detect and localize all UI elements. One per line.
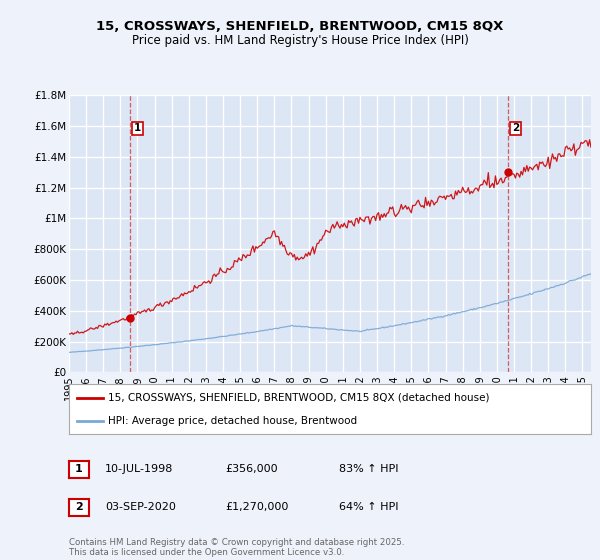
Text: 83% ↑ HPI: 83% ↑ HPI <box>339 464 398 474</box>
Text: 2: 2 <box>512 123 519 133</box>
Text: £1,270,000: £1,270,000 <box>225 502 289 512</box>
Text: 1: 1 <box>75 464 83 474</box>
Text: 1: 1 <box>134 123 141 133</box>
Text: 2: 2 <box>75 502 83 512</box>
Text: 10-JUL-1998: 10-JUL-1998 <box>105 464 173 474</box>
Text: 64% ↑ HPI: 64% ↑ HPI <box>339 502 398 512</box>
Text: HPI: Average price, detached house, Brentwood: HPI: Average price, detached house, Bren… <box>108 417 357 426</box>
Text: Price paid vs. HM Land Registry's House Price Index (HPI): Price paid vs. HM Land Registry's House … <box>131 34 469 46</box>
Text: 15, CROSSWAYS, SHENFIELD, BRENTWOOD, CM15 8QX (detached house): 15, CROSSWAYS, SHENFIELD, BRENTWOOD, CM1… <box>108 393 490 403</box>
Text: Contains HM Land Registry data © Crown copyright and database right 2025.
This d: Contains HM Land Registry data © Crown c… <box>69 538 404 557</box>
Text: 03-SEP-2020: 03-SEP-2020 <box>105 502 176 512</box>
Text: 15, CROSSWAYS, SHENFIELD, BRENTWOOD, CM15 8QX: 15, CROSSWAYS, SHENFIELD, BRENTWOOD, CM1… <box>97 20 503 32</box>
Text: £356,000: £356,000 <box>225 464 278 474</box>
